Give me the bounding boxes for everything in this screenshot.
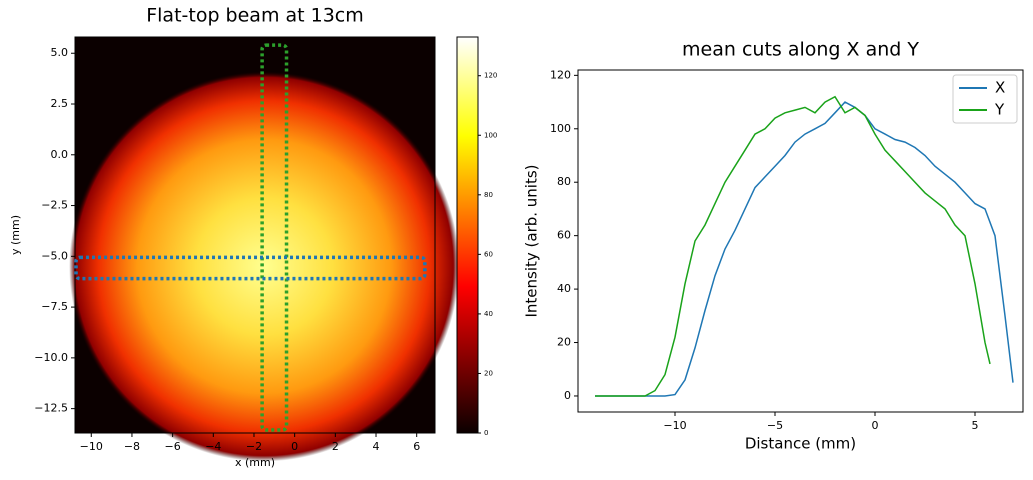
x-tick-label: −4 bbox=[205, 440, 221, 453]
x-tick-label: −10 bbox=[80, 440, 103, 453]
x-axis-label: x (mm) bbox=[235, 456, 275, 469]
y-axis-label: Intensity (arb. units) bbox=[523, 164, 541, 317]
y-tick-label: 100 bbox=[550, 122, 571, 135]
y-tick-label: 60 bbox=[557, 229, 571, 242]
axes-frame bbox=[74, 36, 436, 434]
x-axis-label: Distance (mm) bbox=[745, 435, 856, 453]
x-tick-label: −2 bbox=[246, 440, 262, 453]
y-tick-label: 0.0 bbox=[51, 148, 69, 161]
legend-label: X bbox=[995, 79, 1005, 97]
y-tick-label: 2.5 bbox=[51, 97, 69, 110]
y-axis-label: y (mm) bbox=[9, 215, 22, 255]
colorbar-tick-label: 0 bbox=[484, 429, 488, 437]
series-line bbox=[595, 101, 1014, 397]
chart-title: Flat-top beam at 13cm bbox=[146, 5, 364, 27]
x-tick-label: −8 bbox=[124, 440, 140, 453]
y-tick-label: −12.5 bbox=[34, 402, 68, 415]
legend-label: Y bbox=[994, 101, 1005, 119]
y-tick-label: −5.0 bbox=[41, 249, 68, 262]
y-tick-label: 80 bbox=[557, 175, 571, 188]
y-tick-label: −10.0 bbox=[34, 351, 68, 364]
x-tick-label: 4 bbox=[373, 440, 380, 453]
colorbar bbox=[456, 36, 479, 434]
y-tick-label: 20 bbox=[557, 336, 571, 349]
y-tick-label: −7.5 bbox=[41, 300, 68, 313]
y-tick-label: 120 bbox=[550, 68, 571, 81]
y-tick-label: 0 bbox=[564, 389, 571, 402]
x-tick-label: 5 bbox=[972, 419, 979, 432]
y-tick-label: 40 bbox=[557, 282, 571, 295]
x-tick-label: 0 bbox=[291, 440, 298, 453]
x-tick-label: 6 bbox=[413, 440, 420, 453]
colorbar-tick-label: 20 bbox=[484, 369, 493, 377]
x-tick-label: −10 bbox=[663, 419, 686, 432]
x-tick-label: 0 bbox=[872, 419, 879, 432]
x-tick-label: −6 bbox=[165, 440, 181, 453]
series-line bbox=[595, 95, 991, 397]
legend-box bbox=[952, 74, 1018, 124]
y-tick-label: 5.0 bbox=[51, 46, 69, 59]
colorbar-tick-label: 100 bbox=[484, 131, 497, 139]
chart-title: mean cuts along X and Y bbox=[682, 39, 919, 61]
cut-region bbox=[260, 43, 289, 432]
colorbar-tick-label: 60 bbox=[484, 250, 493, 258]
cut-region bbox=[74, 255, 427, 281]
axes-frame bbox=[577, 69, 1024, 413]
colorbar-tick-label: 40 bbox=[484, 310, 493, 318]
beam-image bbox=[69, 71, 460, 462]
y-tick-label: −2.5 bbox=[41, 199, 68, 212]
x-tick-label: 2 bbox=[332, 440, 339, 453]
x-tick-label: −5 bbox=[767, 419, 783, 432]
colorbar-tick-label: 120 bbox=[484, 72, 497, 80]
colorbar-tick-label: 80 bbox=[484, 191, 493, 199]
